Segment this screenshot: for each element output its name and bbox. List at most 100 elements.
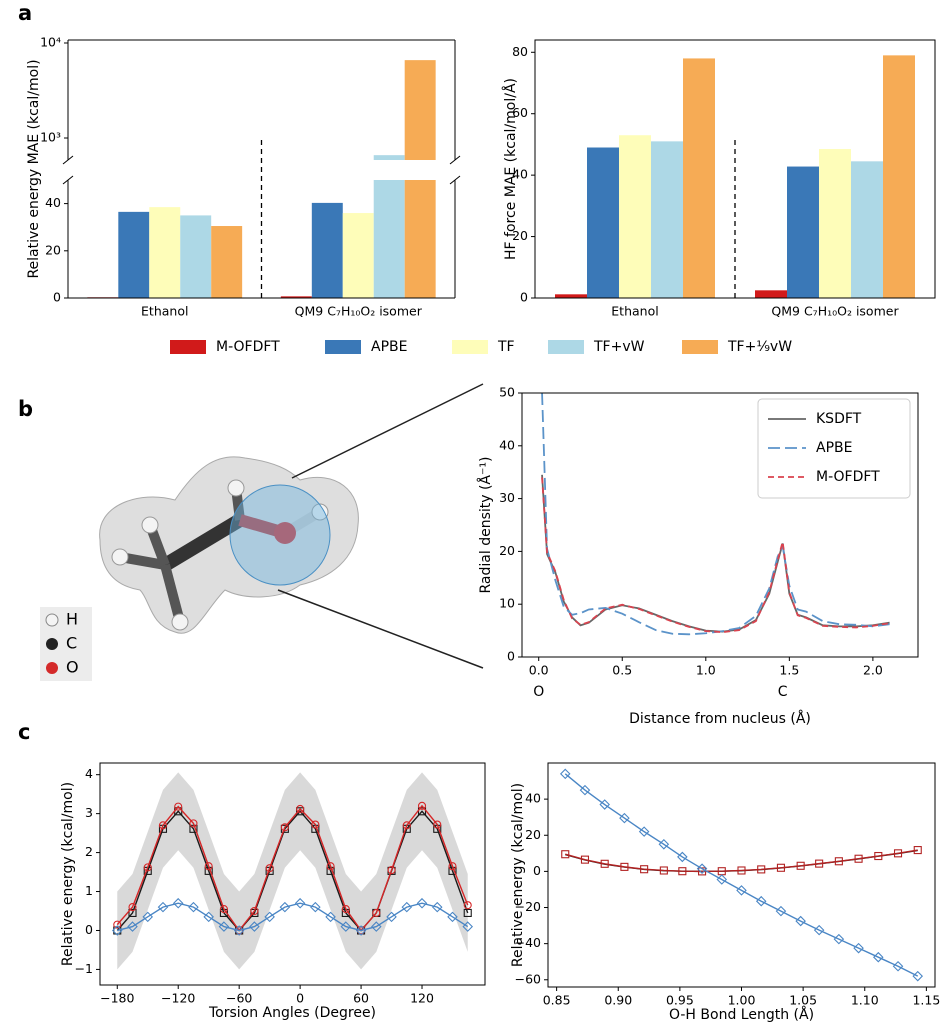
marker [737, 866, 746, 875]
bar [819, 149, 851, 298]
marker [143, 863, 152, 872]
marker [310, 901, 321, 913]
bar [619, 135, 651, 298]
legend-label: KSDFT [816, 411, 862, 427]
y-tick-label: 4 [85, 766, 93, 781]
bar [683, 58, 715, 298]
marker [326, 862, 335, 871]
bar [180, 215, 212, 298]
atom [171, 613, 189, 631]
marker [142, 911, 154, 923]
marker [678, 867, 687, 876]
x-axis-label: Distance from nucleus (Å) [629, 710, 811, 727]
y-tick-label: −20 [515, 899, 541, 914]
marker [433, 820, 442, 829]
y-tick-label: 10⁴ [40, 34, 61, 49]
x-tick-label: 0 [296, 991, 304, 1006]
marker [736, 885, 747, 896]
marker [463, 901, 472, 910]
y-tick-label: 40 [525, 791, 541, 806]
atom-legend-label: C [66, 634, 77, 653]
marker [834, 857, 843, 866]
marker [873, 951, 884, 963]
x-tick-label: −180 [100, 991, 134, 1006]
x-axis-label: O-H Bond Length (Å) [669, 1006, 814, 1023]
atom-legend-icon [46, 662, 58, 674]
y-tick-label: 20 [499, 543, 515, 558]
marker [795, 915, 806, 927]
x-tick-label: 0.5 [612, 663, 632, 678]
legend-label: APBE [816, 440, 852, 456]
marker [235, 926, 244, 935]
marker [417, 801, 427, 810]
bar [755, 290, 787, 298]
marker [559, 768, 571, 780]
marker [579, 784, 591, 796]
y-tick-label: 20 [45, 242, 61, 257]
marker [561, 850, 570, 859]
bar [851, 161, 883, 298]
marker [813, 924, 825, 936]
marker [204, 862, 213, 871]
x-tick-label: 1.00 [728, 993, 756, 1008]
marker [447, 911, 458, 923]
annotation: C [778, 684, 788, 700]
x-tick-label: 60 [353, 991, 369, 1006]
y-tick-label: 80 [512, 44, 528, 59]
marker [174, 802, 183, 811]
bar [373, 180, 405, 298]
bar [373, 155, 405, 160]
band [117, 772, 468, 970]
atom [311, 503, 329, 521]
marker [638, 826, 650, 837]
bond [160, 563, 185, 624]
marker [815, 859, 824, 868]
y-tick-label: 3 [85, 805, 93, 820]
legend-label: TF+⅑vW [727, 339, 792, 355]
marker [128, 903, 137, 912]
marker [157, 901, 169, 913]
x-tick-label: −60 [226, 991, 252, 1006]
axes-frame [521, 392, 919, 658]
marker [776, 863, 785, 872]
marker [279, 901, 291, 913]
marker [296, 804, 305, 814]
marker [716, 874, 728, 885]
y-tick-label: 20 [525, 827, 541, 842]
axis-break [62, 175, 74, 185]
x-tick-label: Ethanol [141, 304, 188, 319]
marker [796, 861, 805, 870]
atom-legend-icon [45, 613, 59, 627]
x-tick-label: 0.90 [604, 993, 632, 1008]
series-line [117, 902, 469, 932]
marker [172, 897, 184, 909]
atom [111, 548, 129, 566]
x-tick-label: 1.0 [696, 663, 716, 678]
marker [853, 942, 864, 954]
legend-swatch [170, 340, 206, 354]
marker [893, 849, 903, 858]
marker [311, 820, 320, 829]
legend-swatch [548, 340, 584, 354]
bar [211, 226, 243, 298]
atom [274, 522, 296, 544]
y-tick-label: 40 [45, 195, 61, 210]
x-tick-label: 1.15 [912, 993, 940, 1008]
marker [357, 926, 366, 935]
marker [757, 865, 766, 874]
series-line [565, 849, 918, 873]
marker [296, 807, 305, 816]
axes-frame [99, 762, 486, 986]
axes-frame [534, 39, 936, 299]
series-line [564, 773, 919, 977]
y-tick-label: 0 [533, 863, 541, 878]
legend-swatch [682, 340, 718, 354]
marker [128, 908, 137, 917]
marker [264, 911, 275, 923]
y-tick-label: 50 [499, 385, 515, 400]
y-tick-label: −1 [75, 961, 93, 976]
marker [696, 863, 708, 874]
marker [127, 921, 138, 932]
x-tick-label: QM9 C₇H₁₀O₂ isomer [771, 304, 899, 319]
marker [775, 905, 787, 917]
